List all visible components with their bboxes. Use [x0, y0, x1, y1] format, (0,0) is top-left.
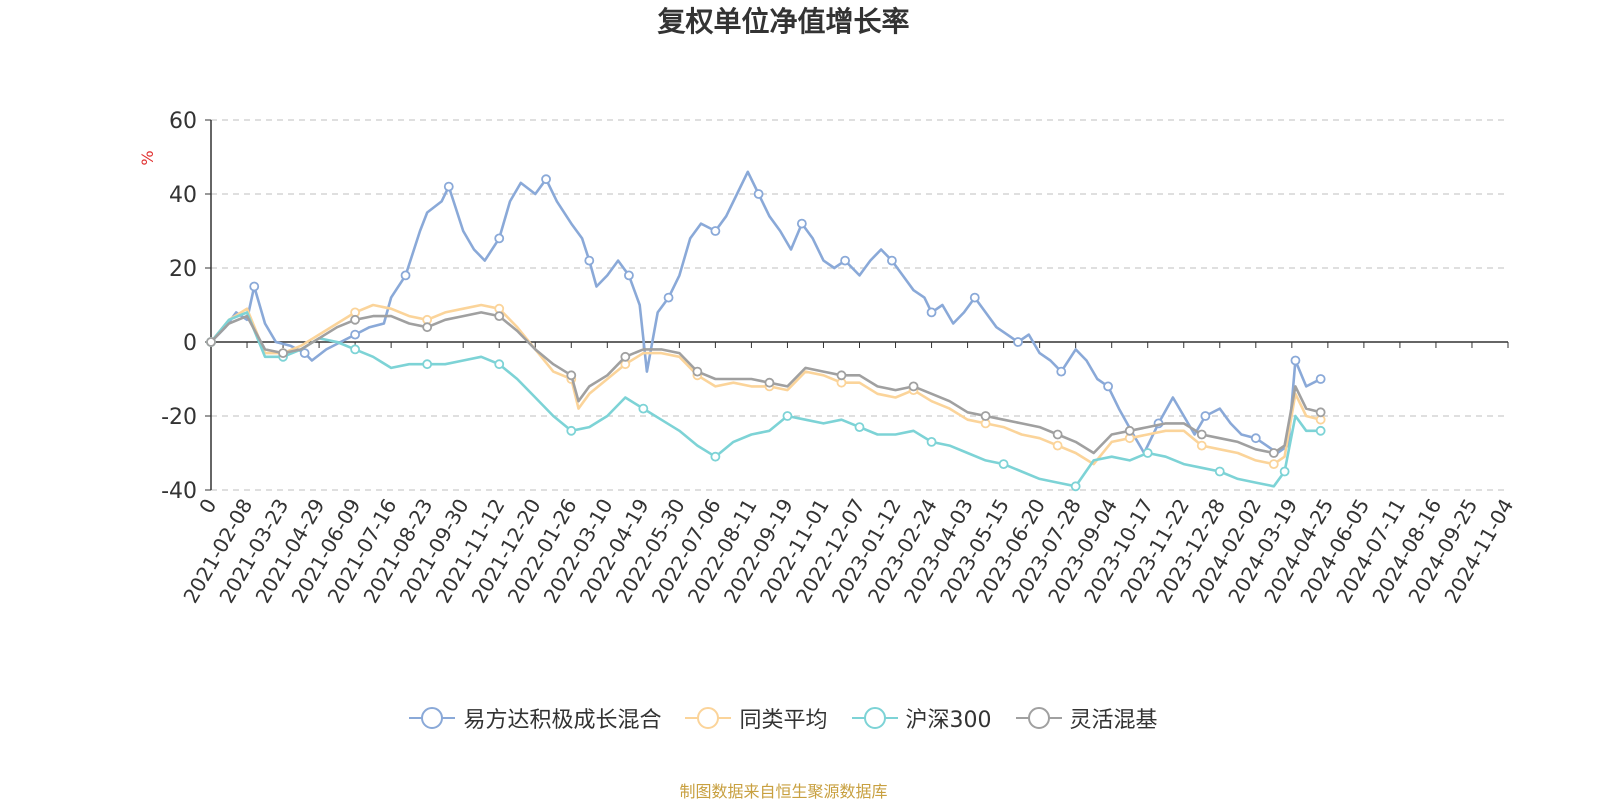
legend-marker-0 — [409, 707, 456, 729]
series-1-point-60 — [1268, 459, 1279, 470]
series-3-point-48 — [1052, 429, 1063, 440]
series-0-point-48 — [753, 189, 764, 199]
legend-item-1[interactable]: 同类平均 — [685, 702, 828, 734]
y-tick-label-1: -20 — [161, 405, 197, 430]
series-3-point-4 — [278, 348, 288, 359]
series-line-0 — [210, 170, 1322, 455]
series-2-point-8 — [350, 344, 361, 355]
y-axis-label: % — [138, 150, 157, 165]
series-0-point-52 — [796, 218, 807, 229]
series-3-point-16 — [494, 311, 505, 322]
series-2-point-60 — [1279, 466, 1290, 477]
series-0-point-96 — [1290, 355, 1301, 366]
series-0-point-16 — [400, 270, 411, 281]
legend-label-2: 沪深300 — [905, 708, 992, 733]
legend-circle-2 — [863, 707, 886, 729]
legend-item-2[interactable]: 沪深300 — [851, 702, 992, 734]
series-2-point-44 — [998, 459, 1009, 470]
series-0-point-88 — [1200, 411, 1211, 421]
series-0-point-64 — [926, 307, 937, 318]
series-3-point-28 — [692, 366, 703, 377]
series-0-point-36 — [624, 270, 634, 281]
series-0-point-72 — [1013, 337, 1023, 347]
grid-layer — [211, 119, 1508, 491]
series-3-point-56 — [1196, 429, 1207, 440]
legend-item-3[interactable]: 灵活混基 — [1015, 702, 1158, 734]
series-3-point-36 — [836, 370, 847, 381]
series-2 — [206, 311, 1326, 492]
series-0-point-40 — [663, 292, 674, 303]
axis-layer: -40-20020406002021-02-082021-03-232021-0… — [161, 109, 1518, 607]
series-1 — [206, 303, 1326, 470]
series-2-point-36 — [854, 422, 865, 433]
legend-label-1: 同类平均 — [739, 708, 828, 733]
series-0-point-98 — [1315, 374, 1326, 384]
legend-marker-2 — [851, 707, 898, 729]
series-3-point-44 — [980, 411, 991, 421]
series-0-point-76 — [1056, 366, 1067, 377]
series-0-point-12 — [350, 329, 361, 340]
legend-item-0[interactable]: 易方达积极成长混合 — [409, 702, 661, 734]
y-tick-label-5: 60 — [169, 109, 197, 134]
series-0-point-4 — [249, 281, 260, 292]
legend-circle-3 — [1027, 707, 1050, 729]
series-1-point-48 — [1052, 440, 1063, 451]
line-chart: -40-20020406002021-02-082021-03-232021-0… — [138, 109, 1518, 607]
source-note: 制图数据来自恒生聚源数据库 — [679, 782, 888, 801]
x-tick-label-0: 0 — [194, 495, 221, 518]
legend-marker-1 — [685, 707, 732, 729]
series-0-point-32 — [584, 255, 595, 266]
series-2-point-48 — [1070, 481, 1081, 492]
series-0-point-92 — [1250, 433, 1261, 444]
series-3-point-60 — [1268, 448, 1279, 458]
y-tick-label-4: 40 — [169, 183, 197, 208]
series-0-point-56 — [840, 255, 850, 266]
series-2-point-24 — [638, 403, 649, 414]
series-0-point-60 — [887, 255, 897, 266]
series-3-point-12 — [422, 322, 433, 333]
series-3-point-32 — [764, 377, 775, 388]
chart-title: 复权单位净值增长率 — [657, 5, 910, 38]
series-3-point-24 — [620, 351, 631, 362]
series-0-point-8 — [299, 348, 310, 359]
series-1-point-56 — [1196, 440, 1207, 451]
y-tick-label-3: 20 — [169, 257, 197, 282]
series-3 — [206, 311, 1326, 458]
series-2-point-32 — [782, 411, 793, 421]
series-0 — [206, 170, 1326, 455]
series-0-point-44 — [710, 226, 721, 236]
series-2-point-56 — [1214, 466, 1225, 477]
series-layer — [206, 170, 1326, 492]
series-0-point-20 — [443, 181, 454, 192]
legend: 易方达积极成长混合 同类平均 沪深300 灵活混基 — [0, 702, 1567, 734]
legend-marker-3 — [1015, 707, 1062, 729]
series-2-point-52 — [1142, 448, 1153, 458]
series-2-point-16 — [494, 359, 505, 370]
series-3-point-0 — [206, 337, 216, 347]
legend-label-3: 灵活混基 — [1069, 708, 1158, 733]
series-2-point-40 — [926, 436, 937, 447]
legend-label-0: 易方达积极成长混合 — [463, 708, 662, 733]
series-0-point-28 — [541, 174, 551, 185]
series-0-point-68 — [969, 292, 980, 303]
y-tick-label-0: -40 — [161, 479, 197, 504]
series-2-point-12 — [422, 359, 433, 370]
series-2-point-63 — [1315, 425, 1326, 436]
series-0-point-80 — [1103, 381, 1113, 392]
series-2-point-28 — [710, 451, 721, 462]
series-3-point-40 — [908, 381, 919, 392]
legend-circle-0 — [421, 707, 444, 729]
legend-circle-1 — [697, 707, 720, 729]
series-2-point-20 — [566, 425, 577, 436]
series-3-point-20 — [566, 370, 577, 381]
series-3-point-64 — [1315, 407, 1326, 418]
series-3-point-52 — [1124, 425, 1135, 436]
series-3-point-8 — [350, 314, 361, 325]
y-tick-label-2: 0 — [183, 331, 197, 356]
series-0-point-24 — [494, 233, 505, 244]
series-line-2 — [209, 311, 1321, 488]
